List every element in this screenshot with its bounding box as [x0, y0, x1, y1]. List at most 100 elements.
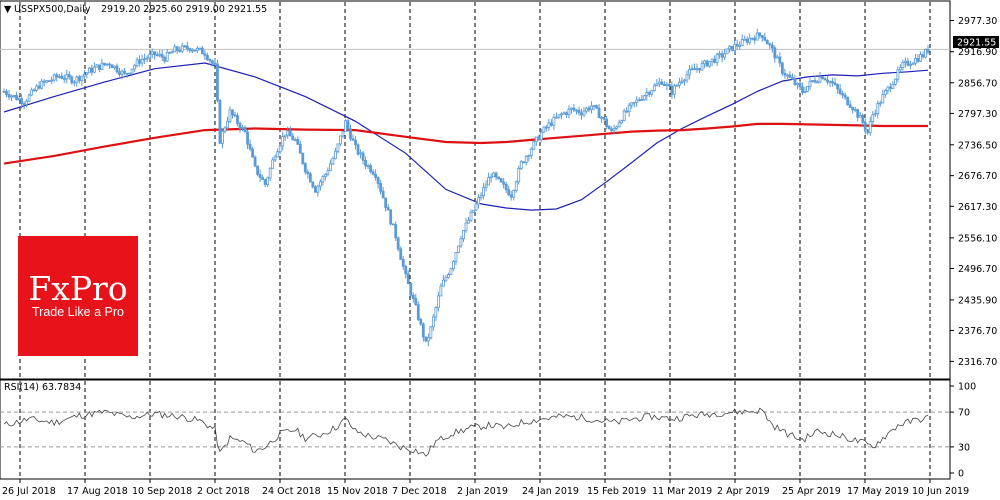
candle-body [185, 45, 189, 49]
candle-body [326, 170, 330, 175]
candle-body [914, 57, 917, 64]
candle-body [143, 58, 147, 61]
candle-body [738, 44, 742, 47]
candle-body [246, 131, 249, 145]
candle-body [170, 51, 174, 54]
candle-body [459, 238, 463, 247]
candle-body [532, 141, 536, 150]
candle-body [650, 90, 654, 95]
candle-body [10, 95, 13, 98]
x-tick-label: 25 Apr 2019 [782, 486, 841, 497]
candle-body [394, 224, 398, 239]
candle-body [823, 78, 827, 81]
x-tick-label: 10 Sep 2018 [132, 486, 192, 497]
candle-body [133, 65, 136, 70]
candle-body [77, 76, 81, 82]
candle-body [278, 145, 282, 153]
y-tick-label: 2435.90 [958, 295, 997, 306]
candle-body [7, 94, 11, 98]
candle-body [296, 139, 300, 145]
y-tick-label: 2617.30 [958, 202, 997, 213]
candle-body [251, 148, 254, 158]
candle-body [205, 54, 209, 60]
candles [2, 28, 930, 347]
candle-body [735, 43, 739, 47]
candle-body [730, 45, 734, 51]
candle-body [893, 78, 897, 85]
candle-body [700, 63, 704, 71]
candle-body [492, 172, 496, 178]
candle-body [416, 304, 420, 320]
candle-body [514, 181, 518, 191]
candle-body [698, 68, 701, 71]
candle-body [55, 74, 59, 78]
candle-body [98, 64, 101, 70]
candle-body [308, 173, 312, 183]
candle-body [607, 126, 611, 130]
candle-body [158, 53, 162, 56]
candle-body [542, 126, 546, 133]
candle-body [780, 62, 784, 74]
candle-body [597, 107, 601, 119]
candle-body [763, 37, 767, 41]
candle-body [504, 183, 508, 191]
candle-body [160, 53, 164, 58]
candle-body [50, 79, 54, 82]
candle-body [916, 57, 920, 62]
candle-body [406, 273, 410, 285]
candle-body [271, 159, 275, 169]
candle-body [710, 58, 714, 63]
candle-body [140, 59, 144, 64]
candle-body [72, 81, 76, 84]
ma-fast-line [3, 62, 929, 211]
candle-body [813, 80, 817, 83]
candle-body [678, 81, 681, 86]
candle-body [70, 76, 74, 84]
candle-body [833, 82, 837, 85]
candle-body [349, 128, 352, 140]
candle-body [243, 127, 247, 133]
candle-body [42, 80, 46, 83]
candle-body [190, 49, 194, 52]
candle-body [693, 68, 696, 70]
candle-body [705, 60, 709, 67]
candle-body [283, 134, 287, 137]
candle-body [103, 62, 106, 66]
candle-body [768, 43, 772, 46]
candle-body [15, 95, 18, 101]
logo-tagline: Trade Like a Pro [32, 305, 124, 319]
candle-body [695, 68, 699, 70]
candle-body [434, 307, 438, 318]
candle-body [627, 104, 631, 113]
candle-body [87, 67, 91, 74]
candle-body [452, 261, 455, 270]
candle-body [323, 173, 327, 177]
candle-body [351, 138, 355, 141]
candle-body [723, 53, 727, 58]
candle-body [562, 112, 566, 115]
candle-body [472, 209, 475, 213]
candle-body [233, 114, 237, 117]
candle-body [261, 177, 265, 180]
candle-body [175, 46, 179, 51]
candle-body [47, 80, 51, 83]
candle-body [680, 80, 684, 83]
candle-body [303, 163, 307, 173]
y-tick-label: 2676.70 [958, 171, 997, 182]
rsi-indicator-label: RSI(14) 63.7834 [4, 382, 81, 393]
candle-body [145, 57, 149, 60]
symbol-arrow-icon: ▼ [4, 4, 12, 15]
candle-body [263, 179, 267, 185]
candle-body [354, 139, 357, 146]
current-price-tag [953, 36, 999, 48]
candle-body [469, 211, 473, 221]
x-tick-label: 24 Oct 2018 [262, 486, 321, 497]
candle-body [770, 44, 774, 49]
candle-body [534, 136, 538, 142]
candle-body [778, 56, 782, 64]
candle-body [95, 64, 99, 68]
candle-body [27, 94, 31, 102]
candle-body [401, 259, 405, 267]
candle-body [688, 69, 691, 76]
candle-body [128, 72, 131, 75]
